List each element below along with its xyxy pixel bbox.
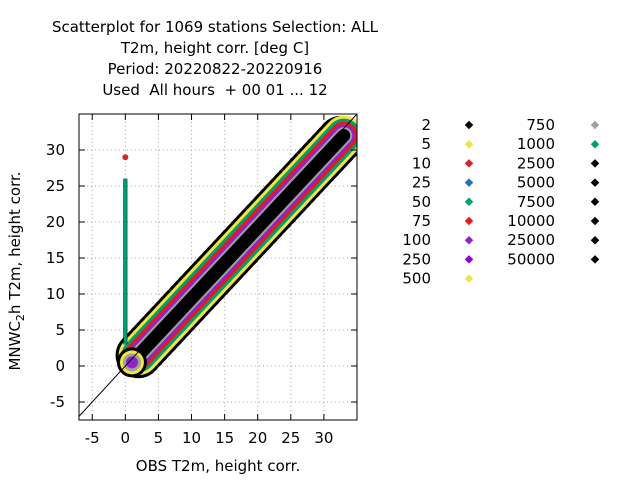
density-band bbox=[132, 129, 351, 362]
y-tick-label: 10 bbox=[46, 285, 65, 303]
chart-title: Scatterplot for 1069 stations Selection:… bbox=[0, 17, 430, 101]
y-axis-label: MNWC2h T2m, height corr. bbox=[6, 171, 27, 370]
density-cluster bbox=[125, 356, 138, 369]
x-tick-label: 5 bbox=[154, 429, 164, 447]
one-to-one-line bbox=[79, 114, 357, 418]
density-bands bbox=[115, 114, 357, 379]
title-line-1: Scatterplot for 1069 stations Selection:… bbox=[51, 18, 379, 36]
legend-marker bbox=[464, 197, 474, 207]
legend-label: 2 bbox=[421, 116, 431, 134]
legend-label: 50000 bbox=[507, 250, 555, 268]
legend-marker bbox=[464, 159, 474, 168]
legend-marker bbox=[590, 197, 600, 207]
y-tick-label: 5 bbox=[55, 321, 65, 339]
legend-label: 75 bbox=[412, 212, 431, 230]
x-tick-label: 15 bbox=[215, 429, 234, 447]
y-tick-label: -5 bbox=[50, 393, 65, 411]
legend-marker bbox=[590, 216, 600, 226]
axis-labels: OBS T2m, height corr. MNWC2h T2m, height … bbox=[6, 171, 300, 475]
legend-marker bbox=[590, 178, 600, 187]
y-tick-label: 15 bbox=[46, 249, 65, 267]
legend-marker bbox=[464, 235, 474, 245]
legend-marker bbox=[464, 255, 474, 264]
legend-label: 250 bbox=[402, 250, 431, 268]
x-axis-label: OBS T2m, height corr. bbox=[136, 457, 300, 475]
legend-label: 10 bbox=[412, 154, 431, 172]
y-tick-label: 25 bbox=[46, 177, 65, 195]
legend-label: 750 bbox=[526, 116, 555, 134]
legend-label: 10000 bbox=[507, 212, 555, 230]
legend-label: 100 bbox=[402, 231, 431, 249]
x-tick-label: 0 bbox=[121, 429, 131, 447]
legend-label: 2500 bbox=[517, 154, 555, 172]
legend-label: 1000 bbox=[517, 135, 555, 153]
legend-label: 5 bbox=[421, 135, 431, 153]
plot-frame bbox=[78, 113, 358, 421]
legend-marker bbox=[464, 178, 474, 187]
x-tick-label: 25 bbox=[281, 429, 300, 447]
y-tick-label: 20 bbox=[46, 213, 65, 231]
title-line-4: Used All hours + 00 01 ... 12 bbox=[102, 81, 328, 99]
x-tick-label: 10 bbox=[182, 429, 201, 447]
outlier-point bbox=[122, 154, 129, 161]
legend-label: 50 bbox=[412, 193, 431, 211]
title-line-3: Period: 20220822-20220916 bbox=[107, 60, 323, 78]
legend-marker bbox=[590, 139, 600, 149]
legend: 2510255075100250500750100025005000750010… bbox=[402, 116, 600, 288]
legend-marker bbox=[590, 120, 600, 130]
legend-marker bbox=[590, 255, 600, 264]
legend-label: 500 bbox=[402, 270, 431, 288]
x-tick-label: 30 bbox=[314, 429, 333, 447]
legend-marker bbox=[464, 120, 474, 130]
legend-label: 7500 bbox=[517, 193, 555, 211]
legend-marker bbox=[590, 235, 600, 245]
axis-ticks: -5 0 5 10 15 20 25 30 -5 0 5 10 15 20 25 30 bbox=[46, 114, 357, 447]
x-tick-label: 20 bbox=[248, 429, 267, 447]
y-tick-label: 30 bbox=[46, 141, 65, 159]
legend-label: 25000 bbox=[507, 231, 555, 249]
legend-marker bbox=[464, 139, 474, 149]
y-tick-label: 0 bbox=[55, 357, 65, 375]
legend-marker bbox=[464, 216, 474, 226]
x-tick-label: -5 bbox=[85, 429, 100, 447]
legend-label: 25 bbox=[412, 174, 431, 192]
legend-marker bbox=[464, 274, 474, 283]
legend-label: 5000 bbox=[517, 174, 555, 192]
legend-marker bbox=[590, 159, 600, 168]
diagonal-line bbox=[79, 114, 357, 418]
title-line-2: T2m, height corr. [deg C] bbox=[120, 39, 310, 57]
